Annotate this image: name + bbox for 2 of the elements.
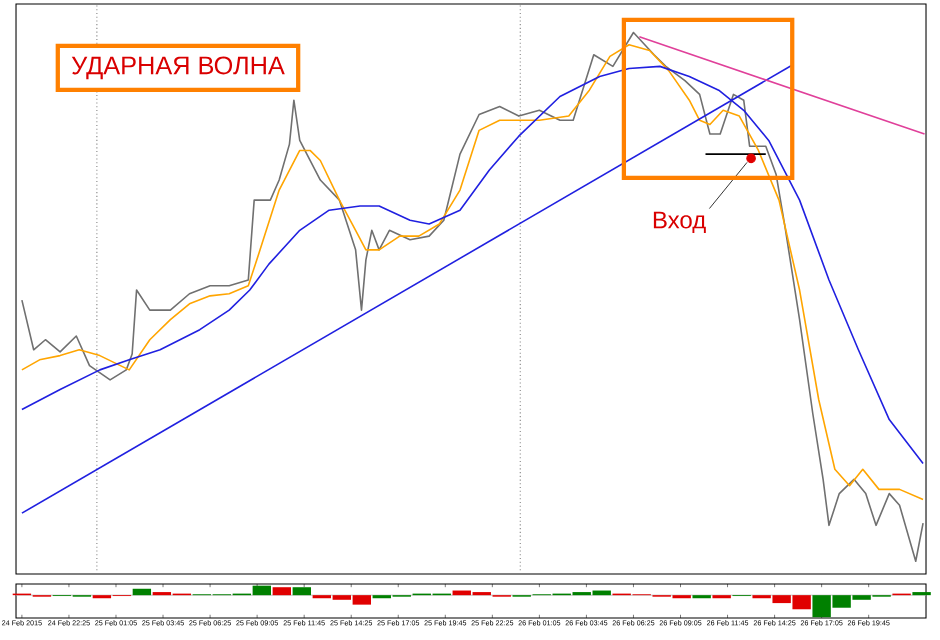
annotation: Вход (653, 211, 706, 234)
annotation: УДАРНАЯ ВОЛНА (71, 56, 285, 80)
